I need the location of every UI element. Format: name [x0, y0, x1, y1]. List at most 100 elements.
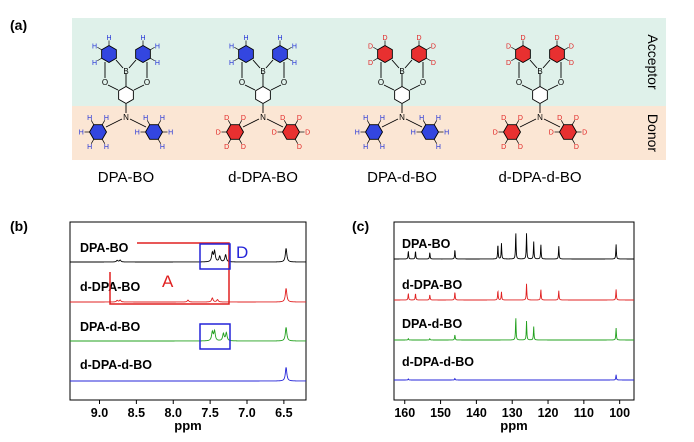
isotope-atom-label: H — [155, 60, 160, 67]
ch-bond — [515, 139, 520, 144]
isotope-atom-label: D — [574, 144, 579, 151]
ch-bond — [238, 120, 243, 125]
series-label-dpa-bo: DPA-BO — [80, 241, 129, 255]
isotope-atom-label: H — [155, 43, 160, 50]
benzene-ring — [377, 44, 393, 64]
ch-bond — [90, 139, 95, 144]
isotope-atom-label: D — [280, 115, 285, 122]
bond — [252, 59, 261, 69]
ch-bond — [571, 139, 576, 144]
ch-bond — [564, 57, 569, 62]
bond — [265, 59, 274, 69]
panel-b-frame — [69, 221, 307, 401]
oxygen-atom: O — [144, 78, 150, 87]
isotope-atom-label: H — [363, 144, 368, 151]
isotope-atom-label: D — [518, 144, 523, 151]
oxygen-atom: O — [281, 78, 287, 87]
annotation-a: A — [162, 272, 174, 291]
isotope-atom-label: D — [382, 35, 387, 42]
nitrogen-atom: N — [399, 113, 405, 122]
bond — [244, 84, 256, 91]
oxygen-atom: O — [516, 78, 522, 87]
isotope-atom-label: H — [292, 60, 297, 67]
benzene-ring — [558, 124, 578, 140]
ch-bond — [564, 46, 569, 51]
ch-bond — [150, 46, 155, 51]
isotope-atom-label: D — [272, 130, 277, 137]
ch-bond — [287, 46, 292, 51]
bond — [529, 59, 538, 69]
ch-bond — [101, 139, 106, 144]
isotope-atom-label: D — [554, 35, 559, 42]
benzene-ring — [502, 124, 522, 140]
isotope-atom-label: H — [92, 43, 97, 50]
isotope-atom-label: H — [411, 130, 416, 137]
spectrum-line — [394, 283, 634, 301]
isotope-atom-label: H — [419, 115, 424, 122]
bond — [129, 118, 147, 128]
ch-bond — [504, 139, 509, 144]
x-tick-label: 100 — [609, 406, 630, 420]
ch-bond — [511, 57, 516, 62]
x-tick-label: 8.5 — [128, 406, 145, 420]
isotope-atom-label: D — [506, 43, 511, 50]
panel-a-label: (a) — [10, 17, 27, 33]
ch-bond — [294, 120, 299, 125]
isotope-atom-label: H — [106, 35, 111, 42]
benzene-ring — [144, 124, 164, 140]
boron-atom: B — [399, 67, 404, 76]
bond — [405, 118, 423, 128]
nmr-1h-plot: 9.0 8.5 8.0 7.5 7.0 6.5 — [70, 248, 306, 420]
bond — [107, 84, 119, 91]
isotope-atom-label: D — [241, 115, 246, 122]
ch-bond — [504, 120, 509, 125]
benzene-ring — [281, 124, 301, 140]
isotope-atom-label: D — [216, 130, 221, 137]
benzene-ring — [411, 44, 427, 64]
x-tick-label: 140 — [466, 406, 487, 420]
isotope-atom-label: H — [277, 35, 282, 42]
bond — [133, 84, 145, 91]
benzene-ring — [88, 124, 108, 140]
ch-bond — [294, 139, 299, 144]
isotope-atom-label: D — [241, 144, 246, 151]
ch-bond — [366, 139, 371, 144]
isotope-atom-label: H — [363, 115, 368, 122]
compound-name-2: d-DPA-BO — [228, 169, 298, 186]
benzene-ring — [255, 85, 271, 105]
ch-bond — [227, 139, 232, 144]
donor-band-label: Donor — [645, 114, 661, 152]
ch-bond — [283, 120, 288, 125]
isotope-atom-label: H — [104, 144, 109, 151]
isotope-atom-label: H — [160, 115, 165, 122]
x-tick-label: 7.5 — [201, 406, 218, 420]
benzene-ring — [238, 44, 254, 64]
ch-bond — [377, 139, 382, 144]
isotope-atom-label: D — [431, 43, 436, 50]
isotope-atom-label: H — [444, 130, 449, 137]
isotope-atom-label: D — [574, 115, 579, 122]
isotope-atom-label: D — [493, 130, 498, 137]
bond — [543, 118, 561, 128]
benzene-ring — [515, 44, 531, 64]
x-tick-label: 160 — [394, 406, 415, 420]
spectrum-line — [394, 233, 634, 260]
oxygen-atom: O — [378, 78, 384, 87]
ch-bond — [146, 120, 151, 125]
isotope-atom-label: D — [501, 115, 506, 122]
ch-bond — [560, 120, 565, 125]
benzene-ring — [272, 44, 288, 64]
donor-peak-box-bottom — [199, 323, 231, 350]
series-label-d-dpa-d-bo: d-DPA-d-BO — [80, 358, 152, 372]
bond — [270, 84, 282, 91]
ch-bond — [366, 120, 371, 125]
isotope-atom-label: H — [79, 130, 84, 137]
isotope-atom-label: H — [143, 115, 148, 122]
compound-name-1: DPA-BO — [98, 169, 154, 186]
bond — [391, 59, 400, 69]
isotope-atom-label: H — [436, 115, 441, 122]
ch-bond — [373, 46, 378, 51]
x-tick-label: 9.0 — [91, 406, 108, 420]
